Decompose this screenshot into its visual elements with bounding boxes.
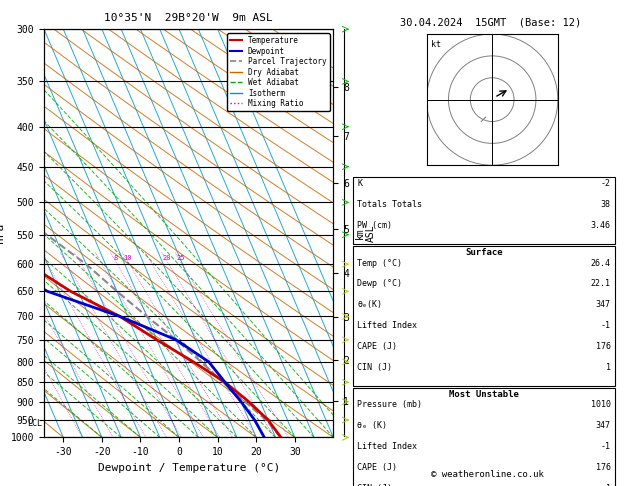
Text: 3.46: 3.46 bbox=[591, 221, 611, 230]
Text: PW (cm): PW (cm) bbox=[357, 221, 392, 230]
Text: 8: 8 bbox=[113, 255, 118, 261]
Text: 347: 347 bbox=[596, 421, 611, 431]
Text: Lifted Index: Lifted Index bbox=[357, 442, 417, 451]
Text: 38: 38 bbox=[601, 200, 611, 209]
Text: Most Unstable: Most Unstable bbox=[449, 390, 519, 399]
Title: 10°35'N  29B°20'W  9m ASL: 10°35'N 29B°20'W 9m ASL bbox=[104, 13, 273, 23]
Legend: Temperature, Dewpoint, Parcel Trajectory, Dry Adiabat, Wet Adiabat, Isotherm, Mi: Temperature, Dewpoint, Parcel Trajectory… bbox=[227, 33, 330, 111]
Text: Temp (°C): Temp (°C) bbox=[357, 259, 403, 268]
Text: LCL: LCL bbox=[27, 419, 42, 428]
Text: -2: -2 bbox=[601, 179, 611, 189]
Text: Pressure (mb): Pressure (mb) bbox=[357, 400, 422, 410]
Text: 176: 176 bbox=[596, 463, 611, 472]
Text: 1: 1 bbox=[606, 484, 611, 486]
Text: 22.1: 22.1 bbox=[591, 279, 611, 289]
Text: 176: 176 bbox=[596, 342, 611, 351]
Text: CIN (J): CIN (J) bbox=[357, 484, 392, 486]
Y-axis label: hPa: hPa bbox=[0, 223, 5, 243]
Text: -1: -1 bbox=[601, 442, 611, 451]
Text: 30.04.2024  15GMT  (Base: 12): 30.04.2024 15GMT (Base: 12) bbox=[400, 17, 581, 27]
Y-axis label: km
ASL: km ASL bbox=[355, 225, 376, 242]
Text: Lifted Index: Lifted Index bbox=[357, 321, 417, 330]
Text: Dewp (°C): Dewp (°C) bbox=[357, 279, 403, 289]
Text: 1: 1 bbox=[606, 363, 611, 372]
Text: K: K bbox=[357, 179, 362, 189]
Text: © weatheronline.co.uk: © weatheronline.co.uk bbox=[431, 469, 544, 479]
Text: 347: 347 bbox=[596, 300, 611, 310]
Text: 26.4: 26.4 bbox=[591, 259, 611, 268]
Text: θₑ(K): θₑ(K) bbox=[357, 300, 382, 310]
Text: θₑ (K): θₑ (K) bbox=[357, 421, 387, 431]
Text: 10: 10 bbox=[123, 255, 132, 261]
Text: CAPE (J): CAPE (J) bbox=[357, 342, 398, 351]
Text: -1: -1 bbox=[601, 321, 611, 330]
Text: Totals Totals: Totals Totals bbox=[357, 200, 422, 209]
Text: 20: 20 bbox=[163, 255, 171, 261]
Text: CIN (J): CIN (J) bbox=[357, 363, 392, 372]
Text: 25: 25 bbox=[176, 255, 184, 261]
Text: 1010: 1010 bbox=[591, 400, 611, 410]
Text: kt: kt bbox=[431, 40, 441, 49]
X-axis label: Dewpoint / Temperature (°C): Dewpoint / Temperature (°C) bbox=[97, 463, 280, 473]
Text: Surface: Surface bbox=[465, 248, 503, 257]
Text: CAPE (J): CAPE (J) bbox=[357, 463, 398, 472]
